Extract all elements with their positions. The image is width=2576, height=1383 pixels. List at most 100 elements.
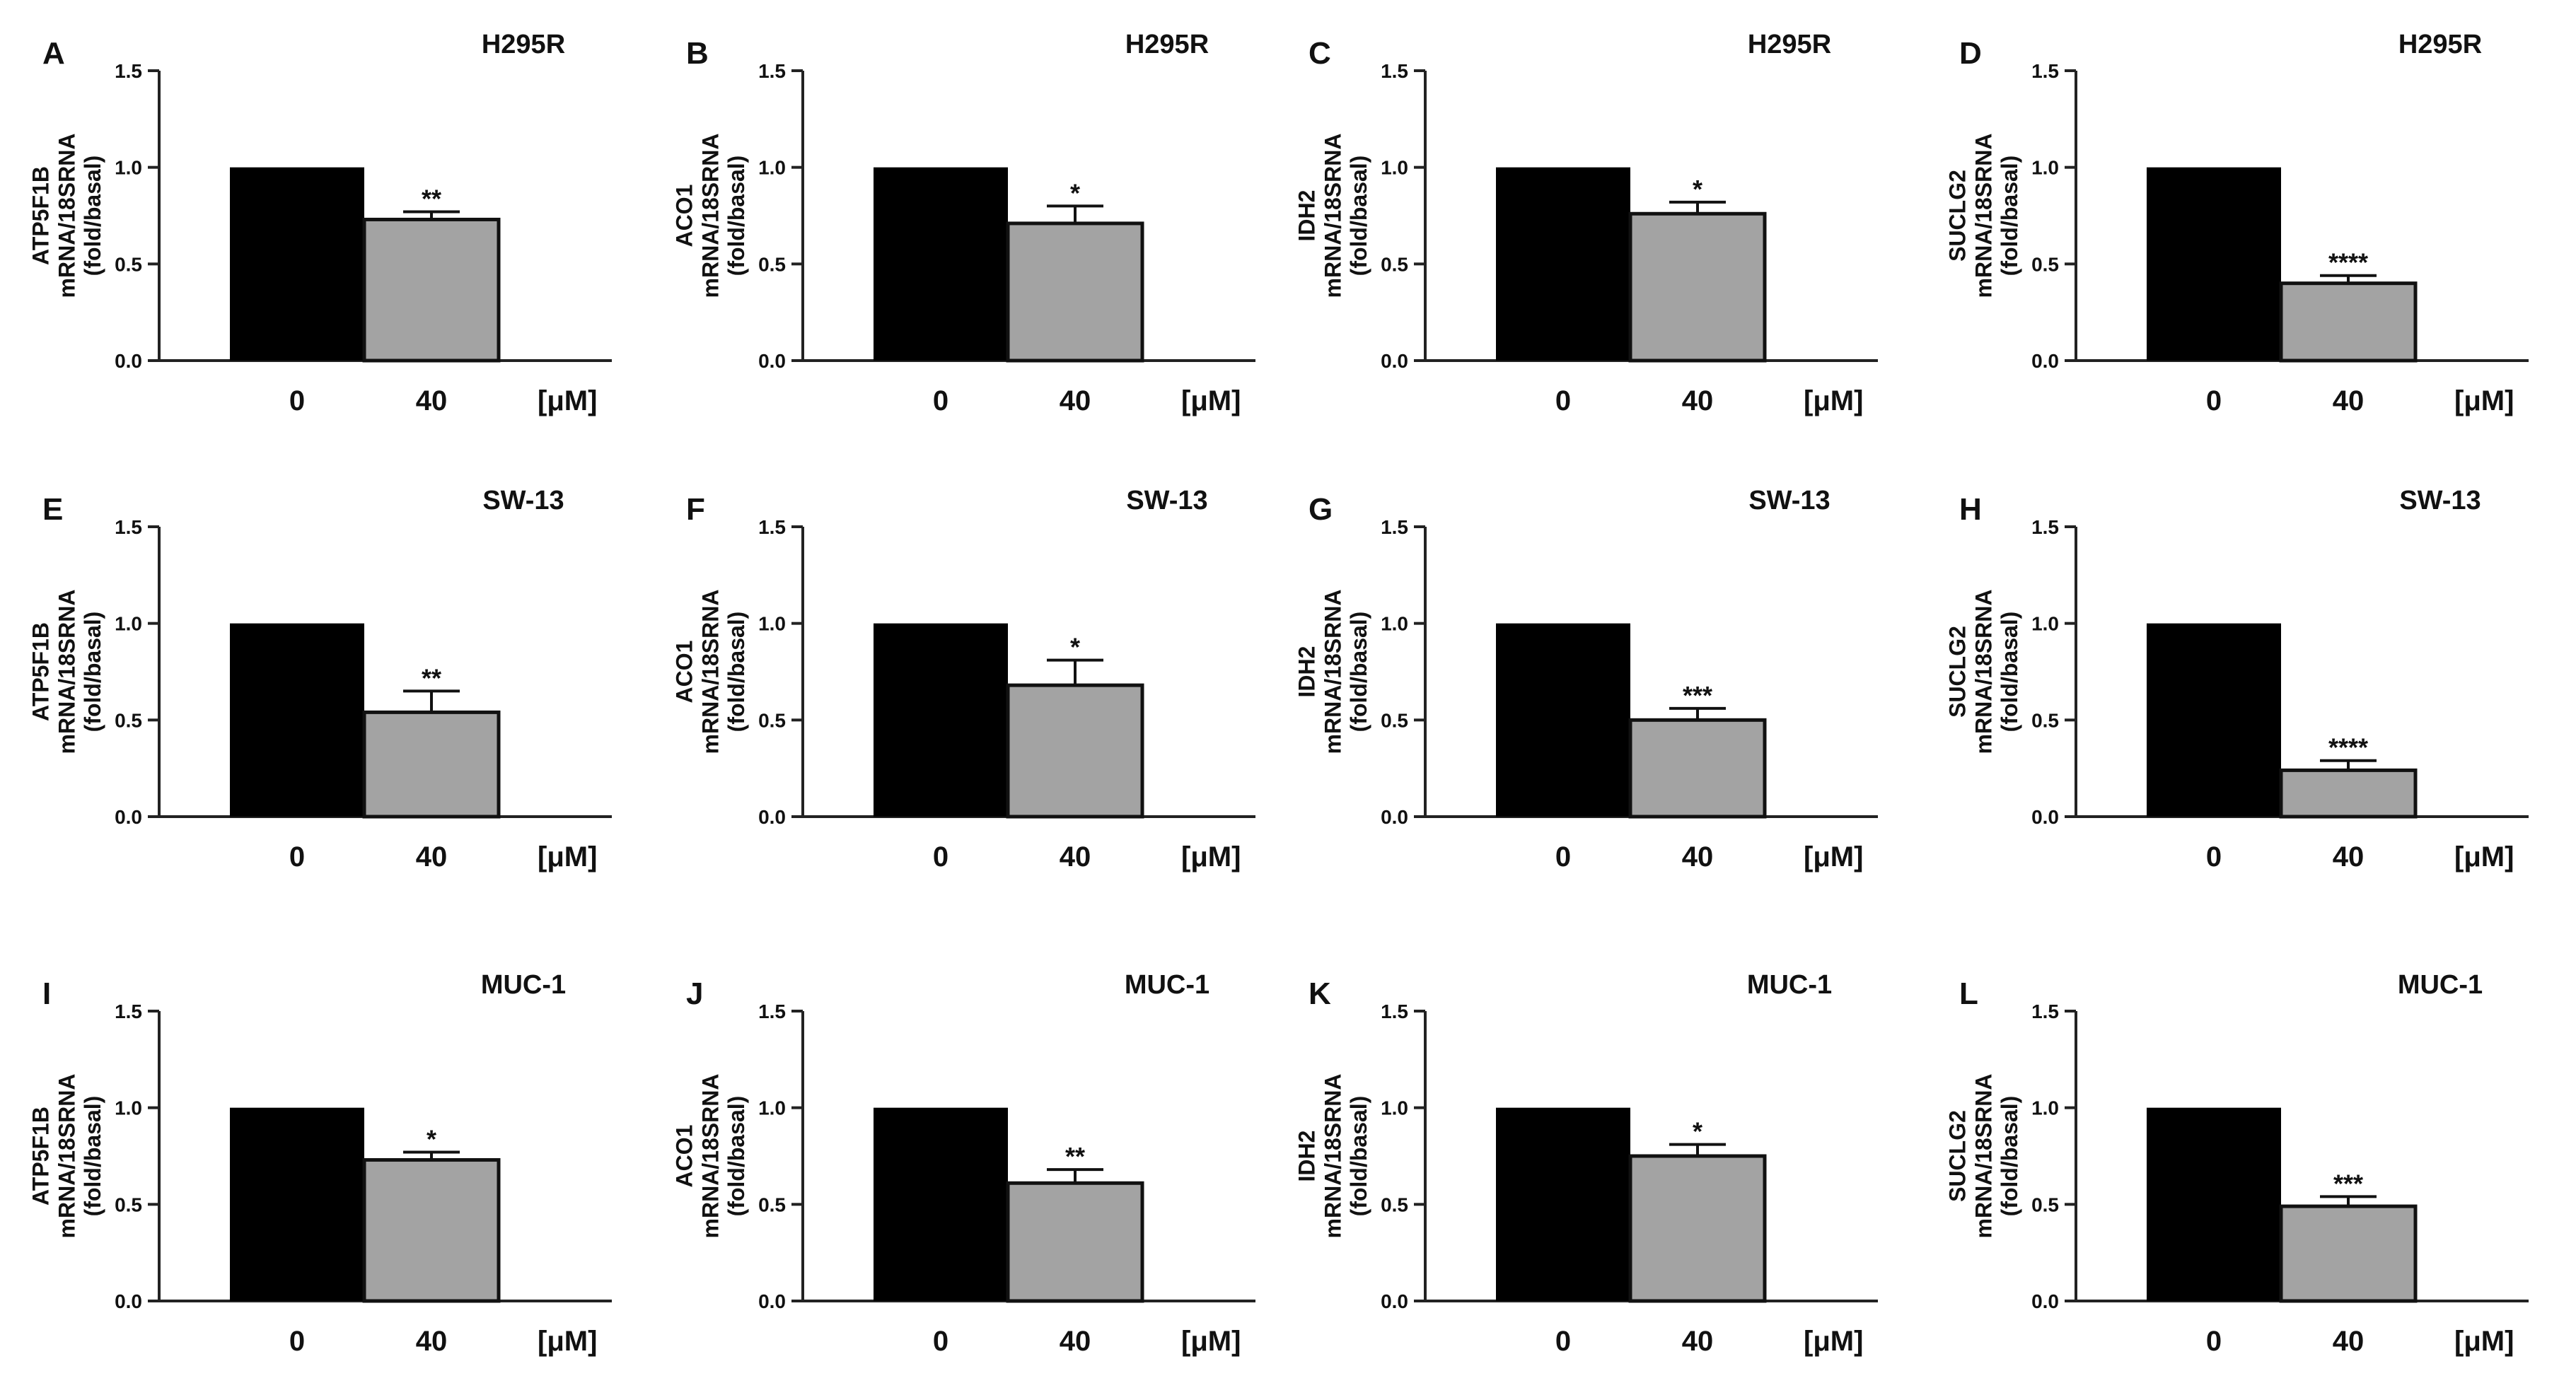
y-axis-label-line: mRNA/18SRNA bbox=[54, 1074, 79, 1239]
bar-treated bbox=[362, 710, 501, 819]
x-tick-label: 40 bbox=[1060, 385, 1091, 416]
significance-label: *** bbox=[2333, 1169, 2363, 1198]
bar-treated bbox=[1006, 1181, 1144, 1303]
panel-letter: G bbox=[1309, 492, 1333, 527]
y-tick-label: 1.5 bbox=[115, 516, 142, 538]
y-tick-label: 0.0 bbox=[115, 350, 142, 372]
panel-letter: L bbox=[1959, 976, 1978, 1011]
unit-label: [μM] bbox=[538, 1326, 597, 1357]
x-tick-label: 40 bbox=[2333, 841, 2365, 873]
panel-letter: D bbox=[1959, 36, 1982, 71]
y-axis-label: ACO1mRNA/18SRNA(fold/basal) bbox=[672, 134, 750, 298]
y-axis-label-line: mRNA/18SRNA bbox=[54, 134, 79, 298]
y-axis-label: SUCLG2mRNA/18SRNA(fold/basal) bbox=[1945, 134, 2023, 298]
y-tick-label: 1.5 bbox=[1381, 1000, 1408, 1022]
bar-treated bbox=[2279, 768, 2418, 819]
panel-title: MUC-1 bbox=[1747, 970, 1832, 1000]
y-axis-label-line: mRNA/18SRNA bbox=[1320, 134, 1345, 298]
bar-treated bbox=[362, 1157, 501, 1303]
significance-label: ** bbox=[1065, 1142, 1085, 1171]
y-axis-label-line: mRNA/18SRNA bbox=[697, 134, 723, 298]
y-axis-label-line: (fold/basal) bbox=[724, 612, 749, 733]
x-tick-label: 0 bbox=[933, 385, 948, 416]
y-axis-label: SUCLG2mRNA/18SRNA(fold/basal) bbox=[1945, 590, 2023, 754]
panel-title: SW-13 bbox=[1748, 486, 1830, 515]
y-tick-label: 0.0 bbox=[758, 806, 786, 828]
y-tick-label: 0.5 bbox=[115, 709, 142, 731]
x-tick-label: 40 bbox=[2333, 385, 2365, 416]
x-tick-label: 0 bbox=[2206, 841, 2222, 873]
y-tick-label: 1.0 bbox=[115, 157, 142, 179]
x-tick-label: 40 bbox=[1682, 1326, 1714, 1357]
x-tick-label: 0 bbox=[1555, 385, 1571, 416]
x-tick-label: 40 bbox=[1682, 385, 1714, 416]
y-axis-label: ATP5F1BmRNA/18SRNA(fold/basal) bbox=[28, 590, 106, 754]
y-axis-label-line: mRNA/18SRNA bbox=[1320, 590, 1345, 754]
y-axis-label: ACO1mRNA/18SRNA(fold/basal) bbox=[672, 590, 750, 754]
bar-treated bbox=[1628, 1154, 1767, 1303]
y-axis-label-line: (fold/basal) bbox=[1346, 1096, 1371, 1217]
panel-letter: F bbox=[686, 492, 705, 527]
significance-label: * bbox=[1693, 1117, 1702, 1146]
y-tick-label: 0.5 bbox=[2031, 1194, 2059, 1215]
y-axis-label: ATP5F1BmRNA/18SRNA(fold/basal) bbox=[28, 1074, 106, 1239]
y-axis-label-line: mRNA/18SRNA bbox=[697, 1074, 723, 1239]
panel-title: MUC-1 bbox=[2398, 970, 2483, 1000]
bar-control bbox=[1496, 1107, 1630, 1301]
x-tick-label: 40 bbox=[416, 1326, 448, 1357]
unit-label: [μM] bbox=[538, 841, 597, 873]
panel-letter: H bbox=[1959, 492, 1982, 527]
x-tick-label: 40 bbox=[1060, 841, 1091, 873]
panel-letter: B bbox=[686, 36, 709, 71]
y-tick-label: 0.0 bbox=[115, 806, 142, 828]
y-tick-label: 1.5 bbox=[758, 516, 786, 538]
y-tick-label: 0.0 bbox=[115, 1290, 142, 1312]
y-axis-label-line: (fold/basal) bbox=[80, 156, 105, 276]
bar-control bbox=[1496, 167, 1630, 361]
significance-label: *** bbox=[1683, 681, 1712, 710]
y-axis-label-line: IDH2 bbox=[1294, 190, 1320, 242]
bar-treated bbox=[362, 217, 501, 363]
y-tick-label: 1.0 bbox=[758, 613, 786, 635]
y-axis-label-line: ATP5F1B bbox=[28, 1107, 54, 1206]
y-axis-label-line: (fold/basal) bbox=[1346, 156, 1371, 276]
x-tick-label: 0 bbox=[1555, 841, 1571, 873]
unit-label: [μM] bbox=[1181, 1326, 1241, 1357]
y-axis-label-line: ACO1 bbox=[672, 641, 697, 704]
bar-treated bbox=[1628, 211, 1767, 363]
x-tick-label: 0 bbox=[289, 385, 305, 416]
y-axis-label: IDH2mRNA/18SRNA(fold/basal) bbox=[1294, 590, 1372, 754]
unit-label: [μM] bbox=[1181, 385, 1241, 416]
y-tick-label: 0.5 bbox=[2031, 709, 2059, 731]
significance-label: ** bbox=[422, 663, 441, 692]
y-axis-label-line: SUCLG2 bbox=[1945, 626, 1971, 718]
y-tick-label: 1.5 bbox=[2031, 60, 2059, 82]
y-axis-label-line: ATP5F1B bbox=[28, 166, 54, 265]
panel-title: H295R bbox=[482, 30, 565, 59]
panel-letter: A bbox=[42, 36, 65, 71]
unit-label: [μM] bbox=[1804, 385, 1863, 416]
bar-control bbox=[874, 167, 1008, 361]
y-tick-label: 0.5 bbox=[758, 1194, 786, 1215]
y-tick-label: 0.0 bbox=[2031, 1290, 2059, 1312]
y-tick-label: 1.5 bbox=[115, 1000, 142, 1022]
y-axis-label-line: (fold/basal) bbox=[80, 1096, 105, 1217]
panel-title: H295R bbox=[2398, 30, 2482, 59]
y-axis-label-line: (fold/basal) bbox=[1997, 612, 2022, 733]
y-axis-label-line: mRNA/18SRNA bbox=[1320, 1074, 1345, 1239]
bar-control bbox=[230, 167, 364, 361]
panel-title: SW-13 bbox=[482, 486, 564, 515]
bar-control bbox=[2147, 167, 2281, 361]
panel-title: H295R bbox=[1748, 30, 1831, 59]
panel-title: MUC-1 bbox=[481, 970, 566, 1000]
significance-label: * bbox=[427, 1125, 436, 1154]
panel-title: SW-13 bbox=[2399, 486, 2481, 515]
bar-control bbox=[874, 1107, 1008, 1301]
y-tick-label: 1.0 bbox=[115, 1097, 142, 1119]
y-tick-label: 0.5 bbox=[1381, 1194, 1408, 1215]
y-axis-label: IDH2mRNA/18SRNA(fold/basal) bbox=[1294, 1074, 1372, 1239]
y-axis-label-line: mRNA/18SRNA bbox=[697, 590, 723, 754]
y-tick-label: 0.0 bbox=[1381, 350, 1408, 372]
bar-treated bbox=[1006, 221, 1144, 363]
